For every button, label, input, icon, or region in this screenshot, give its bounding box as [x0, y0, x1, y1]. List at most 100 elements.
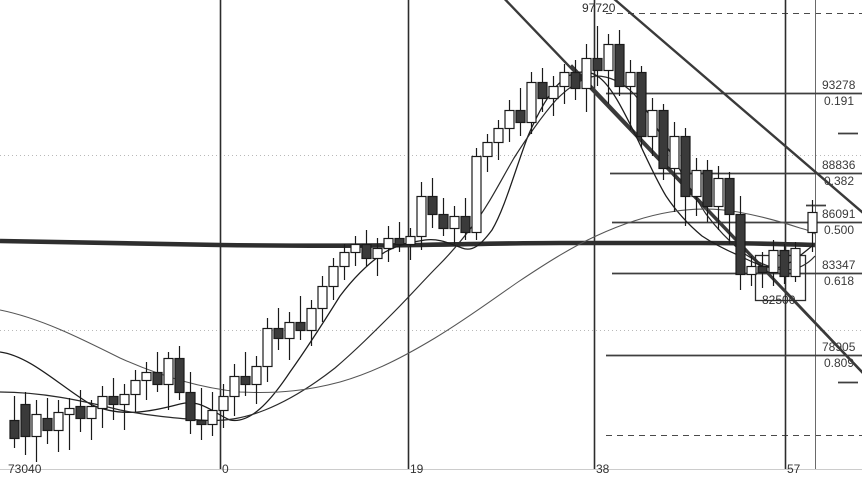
candlestick[interactable]: [9, 396, 20, 448]
candlestick[interactable]: [163, 352, 174, 410]
candlestick[interactable]: [702, 160, 713, 222]
candle-body: [75, 405, 86, 420]
candle-body: [240, 375, 251, 386]
candlestick[interactable]: [471, 148, 482, 240]
candlestick[interactable]: [273, 308, 284, 350]
candlestick[interactable]: [625, 60, 636, 130]
candlestick[interactable]: [405, 228, 416, 260]
candlestick[interactable]: [768, 240, 779, 286]
candlestick[interactable]: [119, 384, 130, 430]
candlestick[interactable]: [559, 64, 570, 104]
candle-body: [526, 81, 537, 124]
candlestick[interactable]: [284, 312, 295, 360]
candlestick[interactable]: [504, 100, 515, 142]
candlestick[interactable]: [64, 398, 75, 450]
candlestick[interactable]: [295, 296, 306, 340]
candlestick[interactable]: [196, 388, 207, 440]
candle-body: [559, 71, 570, 88]
candlestick[interactable]: [581, 44, 592, 112]
candlestick[interactable]: [493, 120, 504, 160]
fib-label-0382: 0.382: [824, 174, 855, 188]
candlestick[interactable]: [427, 178, 438, 228]
candlestick[interactable]: [515, 88, 526, 136]
candlestick[interactable]: [20, 392, 31, 455]
candlestick[interactable]: [229, 364, 240, 416]
fib-label-0500: 0.500: [824, 223, 855, 237]
candlestick[interactable]: [757, 252, 768, 288]
candlestick[interactable]: [262, 318, 273, 382]
candlestick[interactable]: [460, 198, 471, 240]
candlestick[interactable]: [317, 276, 328, 322]
candlestick[interactable]: [669, 122, 680, 212]
candlestick[interactable]: [658, 104, 669, 180]
candlestick[interactable]: [537, 68, 548, 112]
candlestick[interactable]: [361, 230, 372, 266]
candlestick[interactable]: [807, 200, 818, 252]
candlestick[interactable]: [548, 76, 559, 116]
candle-body: [658, 109, 669, 170]
candlestick[interactable]: [438, 198, 449, 236]
candlestick[interactable]: [647, 98, 658, 156]
candle-body: [350, 243, 361, 254]
dashed-levels: [606, 12, 862, 437]
candle-body: [284, 321, 295, 340]
candlestick[interactable]: [218, 384, 229, 428]
candlestick[interactable]: [713, 166, 724, 230]
trend-line-tertiary: [570, 64, 862, 374]
candlestick[interactable]: [185, 372, 196, 434]
candlestick[interactable]: [339, 244, 350, 280]
candlestick[interactable]: [383, 226, 394, 262]
candle-body: [328, 265, 339, 288]
candlestick[interactable]: [97, 386, 108, 428]
candlestick[interactable]: [108, 378, 119, 420]
candlestick[interactable]: [603, 34, 614, 104]
candlestick[interactable]: [482, 134, 493, 172]
trend-lines[interactable]: [498, 0, 862, 374]
candle-body: [196, 419, 207, 426]
candlestick[interactable]: [251, 356, 262, 404]
candlestick[interactable]: [174, 346, 185, 400]
candlestick[interactable]: [141, 362, 152, 400]
candlestick[interactable]: [130, 370, 141, 412]
candlestick[interactable]: [592, 26, 603, 86]
candlestick[interactable]: [790, 242, 801, 282]
candlestick[interactable]: [449, 206, 460, 244]
candle-body: [119, 393, 130, 406]
candle-body: [724, 177, 735, 216]
candlestick-series[interactable]: [9, 26, 818, 462]
candlestick[interactable]: [779, 244, 790, 284]
candlestick[interactable]: [350, 236, 361, 266]
candlestick[interactable]: [416, 182, 427, 250]
candlestick[interactable]: [306, 300, 317, 346]
candlestick[interactable]: [86, 400, 97, 440]
candlestick[interactable]: [372, 238, 383, 276]
candlestick[interactable]: [746, 256, 757, 286]
candlestick[interactable]: [240, 352, 251, 396]
candle-body: [394, 237, 405, 246]
candlestick[interactable]: [691, 158, 702, 216]
candlestick[interactable]: [636, 66, 647, 148]
candlestick[interactable]: [614, 30, 625, 96]
candlestick[interactable]: [735, 196, 746, 290]
candlestick[interactable]: [75, 390, 86, 432]
candlestick[interactable]: [42, 398, 53, 444]
candle-body: [548, 85, 559, 100]
candle-body: [482, 141, 493, 158]
candlestick[interactable]: [53, 400, 64, 452]
ma-mid-line: [0, 75, 816, 422]
candlestick[interactable]: [31, 400, 42, 462]
candlestick[interactable]: [207, 392, 218, 436]
candlestick[interactable]: [570, 60, 581, 100]
candle-body: [416, 195, 427, 238]
candle-body: [680, 135, 691, 198]
candlestick[interactable]: [680, 128, 691, 226]
price-label-0809: 78905: [822, 340, 856, 354]
candle-body: [251, 365, 262, 386]
candlestick[interactable]: [328, 258, 339, 300]
candlestick[interactable]: [152, 352, 163, 392]
candlestick[interactable]: [526, 72, 537, 134]
candlestick[interactable]: [724, 172, 735, 244]
candlestick[interactable]: [394, 222, 405, 252]
